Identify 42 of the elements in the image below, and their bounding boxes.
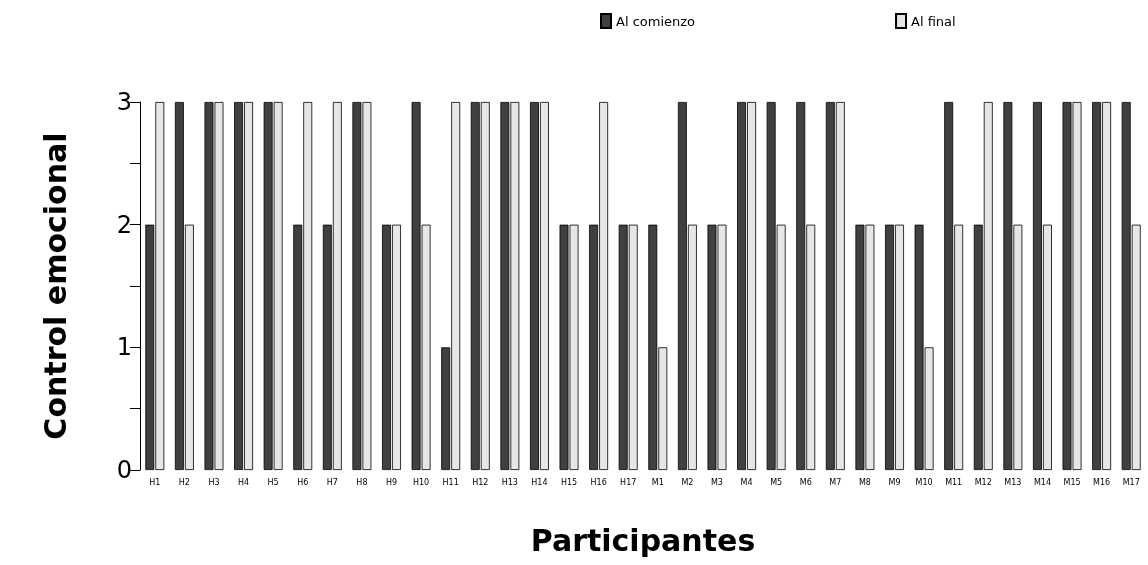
x-tick-label: H5 (267, 477, 279, 487)
y-tick-label: 2 (116, 210, 132, 239)
x-tick-label: H12 (472, 477, 489, 487)
x-tick-label: H2 (178, 477, 190, 487)
x-tick-label: H3 (208, 477, 220, 487)
x-tick-label: M11 (945, 477, 963, 487)
x-tick-label: M15 (1063, 477, 1081, 487)
x-tick-label: M5 (770, 477, 783, 487)
x-tick-label: H15 (560, 477, 578, 487)
x-tick-label: H17 (620, 477, 637, 487)
x-tick-label: H13 (501, 477, 518, 487)
y-tick-label: 3 (116, 88, 132, 116)
x-tick-label: H10 (412, 477, 430, 487)
x-tick-label: M8 (858, 477, 871, 487)
x-tick-label: H7 (326, 477, 338, 487)
y-tick-label: 0 (116, 456, 132, 484)
x-tick-label: M6 (799, 477, 812, 487)
x-tick-label: M9 (888, 477, 901, 487)
legend-label: Al final (911, 13, 956, 29)
x-tick-label: M1 (651, 477, 664, 487)
x-tick-label: M4 (740, 477, 753, 487)
x-tick-label: H6 (297, 477, 309, 487)
x-tick-label: H16 (590, 477, 607, 487)
x-tick-label: H1 (149, 477, 161, 487)
x-tick-label: H11 (442, 477, 459, 487)
x-tick-label: M10 (915, 477, 933, 487)
x-tick-label: H14 (531, 477, 548, 487)
x-tick-label: M2 (681, 477, 694, 487)
y-tick-label: 1 (116, 333, 132, 362)
x-tick-label: M13 (1004, 477, 1022, 487)
x-tick-label: M12 (974, 477, 992, 487)
x-tick-label: H4 (238, 477, 250, 487)
x-tick-label: H9 (385, 477, 398, 487)
y-axis-title: Control emocional (37, 132, 73, 440)
x-tick-label: M16 (1093, 477, 1111, 487)
legend-label: Al comienzo (616, 13, 696, 29)
x-tick-label: M3 (710, 477, 723, 487)
x-tick-label: M14 (1033, 477, 1051, 487)
x-axis-title: Participantes (530, 522, 756, 558)
x-tick-label: M17 (1122, 477, 1140, 487)
x-tick-label: M7 (829, 477, 842, 487)
x-tick-label: H8 (356, 477, 368, 487)
